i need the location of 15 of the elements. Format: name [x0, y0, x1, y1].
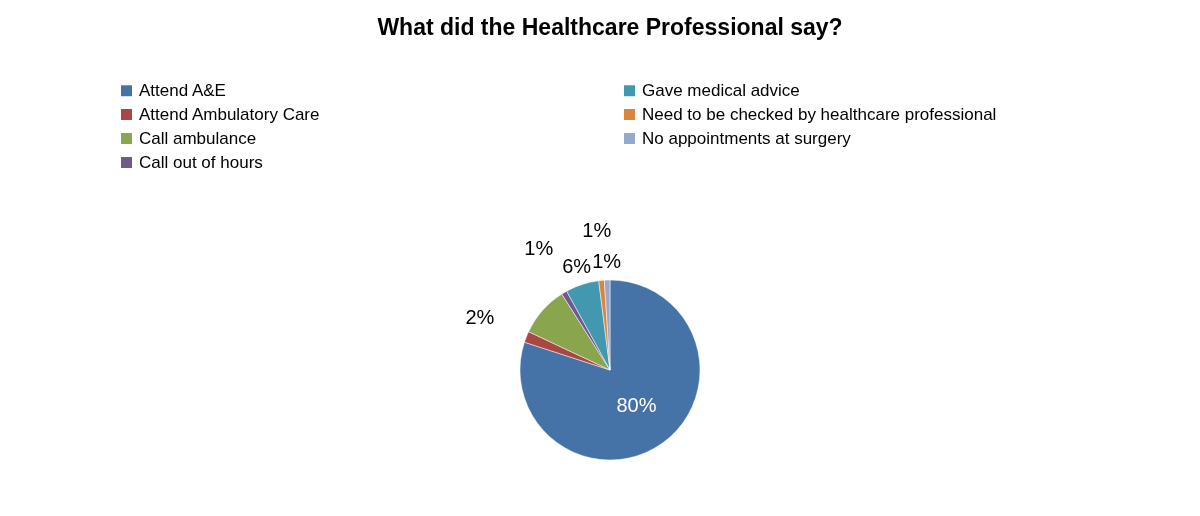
legend-label: Attend A&E: [139, 80, 226, 100]
data-label: 2%: [465, 306, 495, 329]
data-label: 1%: [524, 237, 554, 260]
legend-label: Attend Ambulatory Care: [139, 104, 320, 124]
legend-label: Call ambulance: [139, 128, 257, 148]
legend-label: No appointments at surgery: [642, 128, 852, 148]
chart-title: What did the Healthcare Professional say?: [377, 14, 843, 40]
legend-label: Need to be checked by healthcare professional: [642, 104, 997, 124]
legend-label: Gave medical advice: [642, 80, 800, 100]
pie-slice: [519, 279, 701, 461]
legend-label: Call out of hours: [139, 152, 263, 172]
data-label: 1%: [592, 250, 622, 273]
data-label: 1%: [582, 218, 612, 241]
data-label: 6%: [562, 255, 592, 278]
data-label: 80%: [616, 394, 657, 417]
